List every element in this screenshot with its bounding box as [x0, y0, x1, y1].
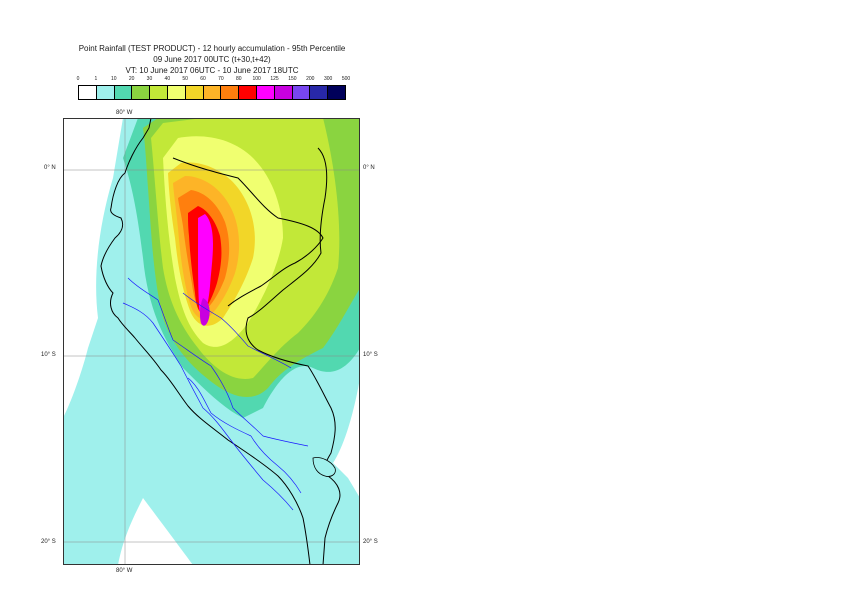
legend-tick-label: 60 — [200, 76, 206, 82]
legend-swatch — [150, 86, 168, 99]
colour-legend: 0 1 10 20 30 40 50 60 70 80 100 125 150 200 300 500 — [76, 76, 351, 102]
legend-tick-label: 40 — [164, 76, 171, 82]
legend-tick-label: 300 — [323, 76, 333, 82]
legend-tick-label: 30 — [146, 76, 153, 82]
legend-tick-label: 100 — [252, 76, 261, 82]
national-border-east — [245, 147, 341, 565]
legend-swatch — [185, 86, 204, 99]
rain-band-100-125 — [198, 214, 213, 316]
legend-swatch — [79, 86, 97, 99]
legend-swatch — [167, 86, 186, 99]
legend-swatch — [256, 86, 275, 99]
rain-band-125-150 — [199, 298, 210, 326]
legend-swatch — [310, 86, 329, 99]
legend-swatch — [96, 86, 115, 99]
lat-label-right-20: 20° S — [363, 539, 378, 545]
lon-label-bottom: 80° W — [116, 568, 133, 574]
national-border-north — [172, 157, 324, 307]
legend-tick-label: 150 — [288, 76, 297, 82]
legend-tick-label: 0 — [76, 76, 80, 82]
legend-tick-label: 50 — [182, 76, 188, 82]
legend-swatch — [114, 86, 133, 99]
map-border — [63, 118, 360, 565]
region-boundaries — [122, 277, 309, 511]
legend-swatch — [221, 86, 240, 99]
title-valid-time: VT: 10 June 2017 06UTC - 10 June 2017 18… — [125, 66, 299, 75]
legend-swatch — [274, 86, 293, 99]
coastline — [100, 118, 311, 565]
legend-swatch — [132, 86, 151, 99]
lon-label-top: 80° W — [116, 110, 133, 116]
legend-swatch — [239, 86, 257, 99]
legend-tick-label: 70 — [218, 76, 224, 82]
legend-tick-label: 10 — [110, 76, 117, 82]
legend-tick-label: 125 — [270, 76, 279, 82]
lat-label-left-10: 10° S — [41, 352, 56, 358]
lake-titicaca — [312, 457, 336, 477]
legend-labels: 0 1 10 20 30 40 50 60 70 80 100 125 150 200 300 500 — [76, 76, 351, 85]
legend-swatch — [292, 86, 311, 99]
legend-tick-label: 200 — [306, 76, 315, 82]
legend-swatch — [203, 86, 222, 99]
title-product: Point Rainfall (TEST PRODUCT) - 12 hourl… — [78, 44, 346, 53]
lat-label-right-0: 0° N — [363, 165, 375, 171]
legend-tick-label: 1 — [94, 76, 98, 82]
legend-swatch — [328, 86, 345, 99]
title-run-time: 09 June 2017 00UTC (t+30,t+42) — [153, 55, 271, 64]
map-title: Point Rainfall (TEST PRODUCT) - 12 hourl… — [62, 43, 362, 76]
rainfall-map-canvas — [63, 118, 360, 565]
lat-label-left-20: 20° S — [41, 539, 56, 545]
legend-tick-label: 80 — [236, 76, 242, 82]
lat-label-right-10: 10° S — [363, 352, 378, 358]
legend-tick-label: 500 — [341, 76, 351, 82]
legend-colour-bar — [78, 85, 346, 100]
lat-label-left-0: 0° N — [44, 165, 56, 171]
rainfall-map — [63, 118, 360, 565]
legend-tick-label: 20 — [128, 76, 135, 82]
